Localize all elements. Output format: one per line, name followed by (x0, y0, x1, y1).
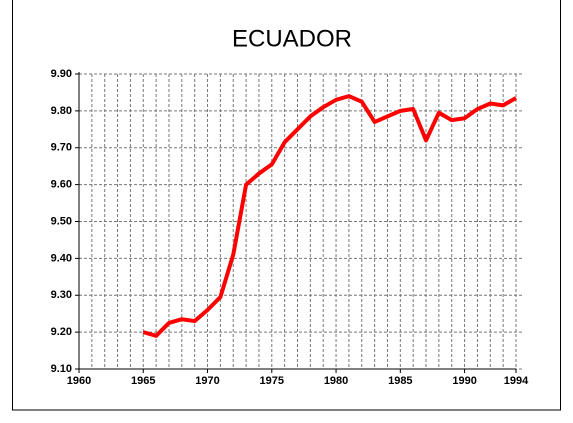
x-tick-label: 1994 (504, 375, 529, 387)
x-tick-label: 1990 (452, 375, 476, 387)
x-tick-label: 1975 (260, 375, 284, 387)
y-tick-label: 9.60 (51, 179, 72, 191)
y-tick-label: 9.90 (51, 68, 72, 80)
chart-title: ECUADOR (232, 25, 352, 52)
y-tick-label: 9.20 (51, 326, 72, 338)
y-tick-label: 9.30 (51, 289, 72, 301)
y-tick-label: 9.70 (51, 142, 72, 154)
x-tick-label: 1970 (195, 375, 219, 387)
x-tick-label: 1980 (324, 375, 348, 387)
data-line (142, 94, 517, 338)
y-tick-label: 9.80 (51, 105, 72, 117)
frame (12, 0, 561, 411)
x-tick-label: 1985 (388, 375, 412, 387)
y-tick-label: 9.40 (51, 252, 72, 264)
y-tick-label: 9.10 (51, 363, 72, 375)
y-tick-label: 9.50 (51, 215, 72, 227)
x-tick-label: 1960 (67, 375, 91, 387)
x-tick-label: 1965 (131, 375, 155, 387)
